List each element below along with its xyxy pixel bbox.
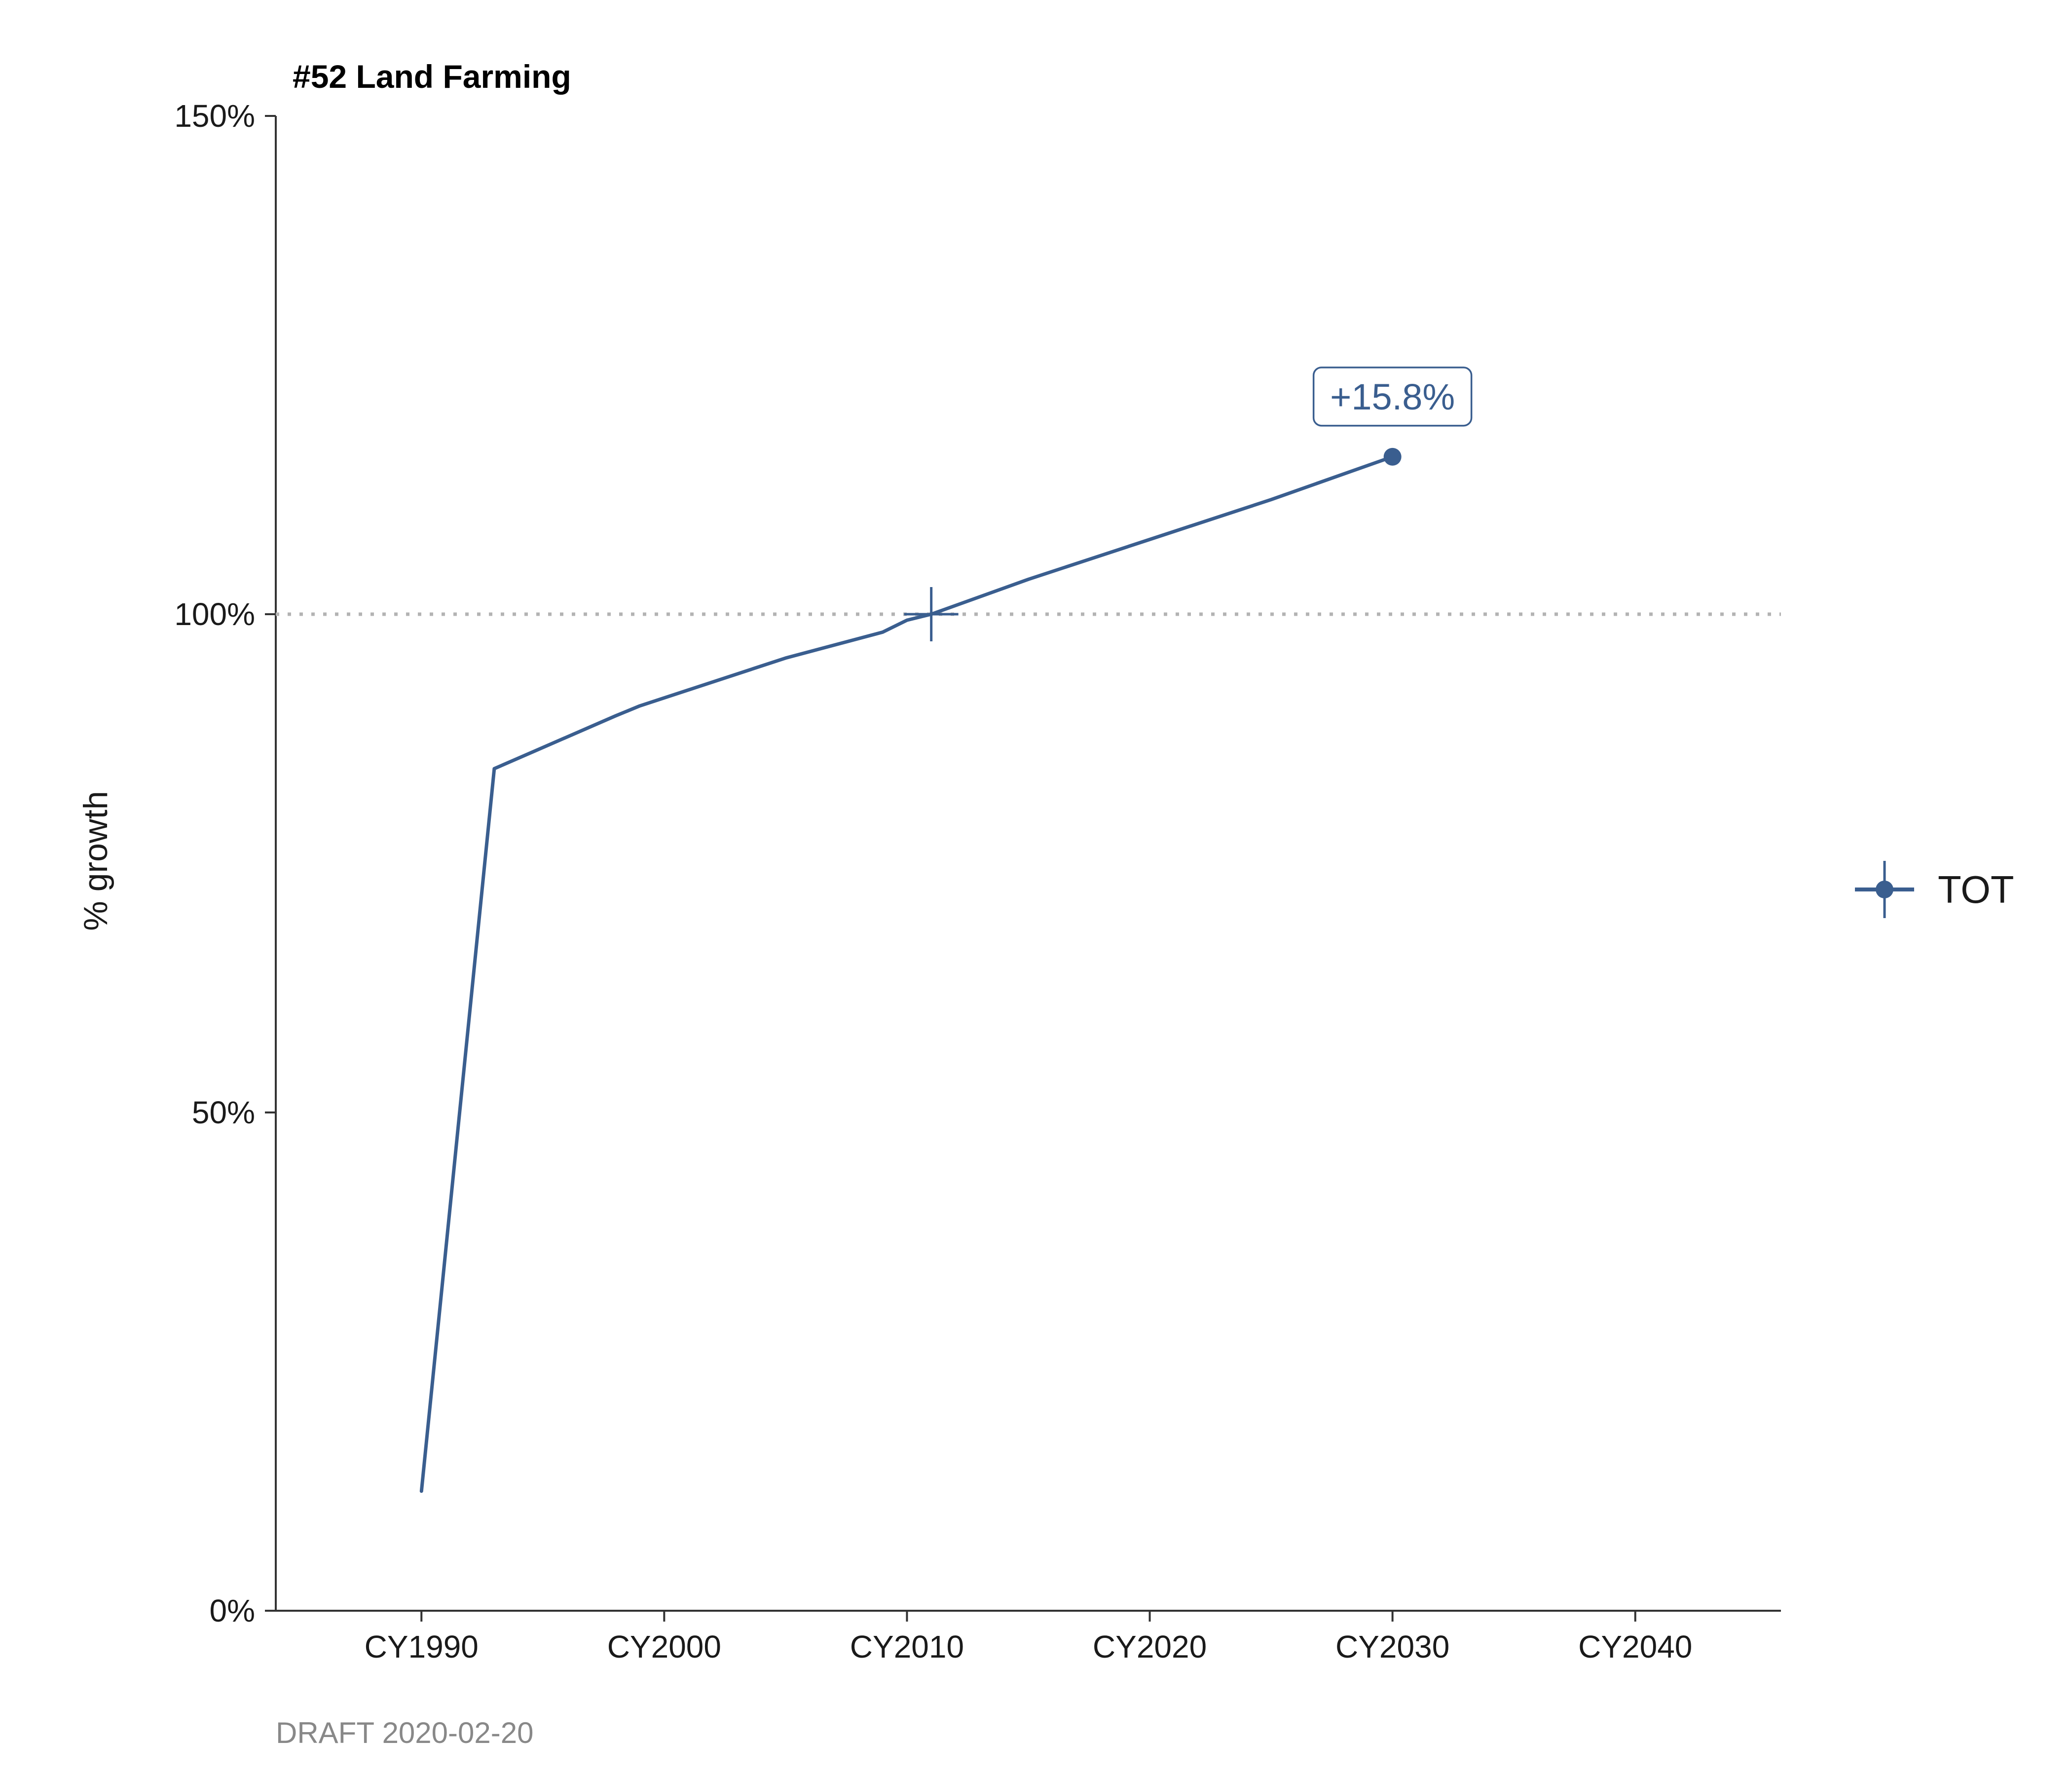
chart-title: #52 Land Farming xyxy=(293,58,571,95)
x-axis: CY1990 CY2000 CY2010 CY2020 CY2030 CY2040 xyxy=(276,1610,1781,1665)
y-tick-label: 100% xyxy=(174,596,255,632)
y-tick-label: 50% xyxy=(192,1095,255,1130)
x-tick-label: CY2020 xyxy=(1093,1629,1207,1665)
y-axis-label: % growth xyxy=(77,791,114,930)
end-point-marker xyxy=(1383,447,1402,466)
series-line-tot xyxy=(419,455,1395,1493)
x-tick-label: CY2000 xyxy=(607,1629,721,1665)
y-tick-label: 150% xyxy=(174,98,255,134)
draft-caption: DRAFT 2020-02-20 xyxy=(276,1716,533,1749)
marker-layer xyxy=(904,447,1402,641)
legend-point-icon xyxy=(1876,881,1893,898)
x-tick-label: CY2010 xyxy=(850,1629,964,1665)
reference-cross-marker xyxy=(904,587,959,641)
x-tick-label: CY2040 xyxy=(1578,1629,1692,1665)
x-tick-label: CY2030 xyxy=(1335,1629,1449,1665)
annotation-label: +15.8% xyxy=(1330,376,1455,417)
y-tick-label: 0% xyxy=(210,1593,256,1628)
legend: TOT xyxy=(1855,861,2014,918)
x-tick-label: CY1990 xyxy=(365,1629,479,1665)
annotation-layer: +15.8% xyxy=(1312,367,1473,427)
y-axis: 0% 50% 100% 150% xyxy=(174,98,277,1628)
series-layer xyxy=(419,455,1395,1493)
annotation-box xyxy=(1312,367,1473,427)
legend-label-tot: TOT xyxy=(1938,868,2014,911)
